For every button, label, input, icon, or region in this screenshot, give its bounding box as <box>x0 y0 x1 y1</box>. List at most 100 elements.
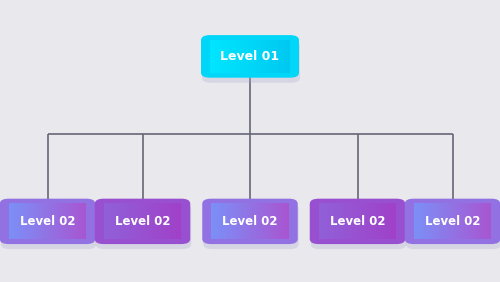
Bar <box>263 204 264 239</box>
Bar <box>448 204 450 239</box>
Bar <box>66 204 67 239</box>
Bar <box>278 204 280 239</box>
Bar <box>346 204 348 239</box>
Bar <box>134 204 136 239</box>
Bar <box>239 40 240 73</box>
Bar <box>52 204 53 239</box>
Bar <box>362 204 363 239</box>
Bar <box>457 204 458 239</box>
Bar <box>219 40 220 73</box>
FancyBboxPatch shape <box>405 199 500 244</box>
Bar <box>128 204 130 239</box>
Bar <box>274 40 275 73</box>
Bar <box>252 204 253 239</box>
Bar <box>29 204 30 239</box>
Bar <box>366 204 367 239</box>
Bar <box>442 204 444 239</box>
Bar <box>212 40 214 73</box>
Bar <box>220 40 222 73</box>
Bar <box>39 204 40 239</box>
Bar <box>252 40 254 73</box>
Bar <box>164 204 165 239</box>
Bar <box>36 204 37 239</box>
Bar <box>78 204 80 239</box>
Bar <box>417 204 418 239</box>
Bar <box>267 40 268 73</box>
Bar <box>244 40 246 73</box>
Bar <box>465 204 466 239</box>
Bar <box>265 40 266 73</box>
Bar <box>225 204 226 239</box>
Bar <box>376 204 377 239</box>
Bar <box>218 204 219 239</box>
Bar <box>358 204 359 239</box>
Bar <box>48 204 49 239</box>
Bar <box>367 204 368 239</box>
Text: Level 01: Level 01 <box>220 50 280 63</box>
Bar <box>254 204 255 239</box>
Bar <box>9 204 10 239</box>
Bar <box>222 204 223 239</box>
Bar <box>25 204 26 239</box>
Bar <box>124 204 125 239</box>
Bar <box>454 204 455 239</box>
Bar <box>45 204 46 239</box>
Bar <box>15 204 16 239</box>
Bar <box>246 204 247 239</box>
Bar <box>434 204 436 239</box>
Bar <box>319 204 320 239</box>
Bar <box>418 204 420 239</box>
Bar <box>338 204 339 239</box>
Bar <box>226 40 227 73</box>
Bar <box>233 40 234 73</box>
Bar <box>464 204 465 239</box>
Bar <box>43 204 44 239</box>
Bar <box>479 204 480 239</box>
Bar <box>445 204 446 239</box>
Bar <box>255 40 256 73</box>
Bar <box>485 204 486 239</box>
Bar <box>180 204 182 239</box>
Bar <box>373 204 374 239</box>
Bar <box>227 204 228 239</box>
Bar <box>239 204 240 239</box>
Bar <box>422 204 423 239</box>
Bar <box>335 204 336 239</box>
Bar <box>267 204 268 239</box>
Bar <box>44 204 46 239</box>
Bar <box>162 204 164 239</box>
Bar <box>225 40 226 73</box>
Bar <box>168 204 169 239</box>
FancyBboxPatch shape <box>203 204 298 249</box>
Bar <box>174 204 175 239</box>
Bar <box>179 204 180 239</box>
Bar <box>238 204 240 239</box>
Bar <box>330 204 331 239</box>
Bar <box>156 204 158 239</box>
Bar <box>58 204 59 239</box>
Bar <box>113 204 114 239</box>
Bar <box>393 204 394 239</box>
Bar <box>172 204 174 239</box>
Bar <box>20 204 21 239</box>
Bar <box>378 204 380 239</box>
Bar <box>286 204 288 239</box>
Bar <box>240 40 242 73</box>
Bar <box>326 204 328 239</box>
Bar <box>248 40 250 73</box>
Bar <box>119 204 120 239</box>
Bar <box>11 204 12 239</box>
Bar <box>127 204 128 239</box>
Bar <box>386 204 387 239</box>
Bar <box>341 204 342 239</box>
Bar <box>147 204 148 239</box>
Bar <box>282 204 284 239</box>
Bar <box>40 204 42 239</box>
Bar <box>82 204 83 239</box>
Bar <box>360 204 362 239</box>
Bar <box>433 204 434 239</box>
Bar <box>56 204 57 239</box>
Bar <box>343 204 344 239</box>
Bar <box>350 204 352 239</box>
Bar <box>369 204 370 239</box>
